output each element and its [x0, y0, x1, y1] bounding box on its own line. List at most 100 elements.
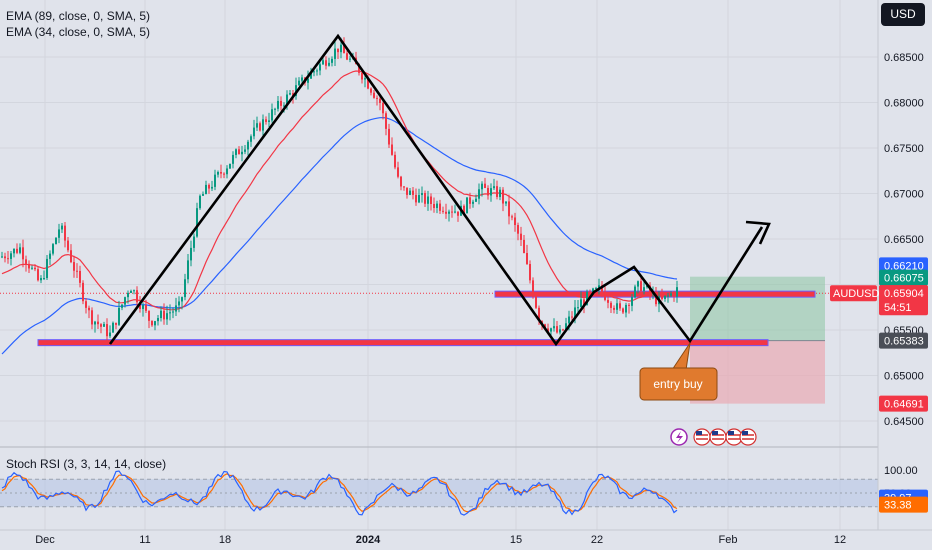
candle-body	[253, 127, 255, 137]
candle-body	[52, 244, 54, 254]
candle-body	[289, 93, 291, 95]
candle-body	[187, 260, 189, 280]
candle-body	[22, 247, 24, 260]
ema89-line	[1, 116, 678, 355]
currency-button[interactable]: USD	[881, 3, 925, 26]
candle-body	[196, 208, 198, 237]
candle-body	[529, 264, 531, 281]
candle-body	[379, 98, 381, 104]
candle-body	[88, 307, 90, 311]
lightning-glyph	[676, 431, 683, 443]
candle-body	[79, 270, 81, 283]
entry-callout[interactable]: entry buy	[639, 342, 718, 401]
candle-body	[4, 256, 6, 259]
candle-body	[403, 186, 405, 188]
candle-body	[637, 281, 639, 287]
price-tick-label: 0.66500	[884, 234, 924, 246]
event-icons[interactable]	[670, 428, 757, 446]
candle-body	[661, 296, 663, 299]
candle-body	[517, 225, 519, 234]
candle-body	[484, 183, 486, 188]
candle-body	[496, 186, 498, 197]
time-tick-label: 22	[591, 534, 603, 546]
candle-body	[676, 287, 678, 297]
candle-body	[250, 136, 252, 142]
candle-body	[535, 296, 537, 308]
price-tick-label: 0.68000	[884, 98, 924, 110]
legend-ema89[interactable]: EMA (89, close, 0, SMA, 5)	[6, 9, 151, 23]
stoch-rsi-pane: Stoch RSI (3, 3, 14, 14, close)	[0, 457, 878, 516]
price-badge	[879, 269, 928, 286]
candle-body	[97, 321, 99, 325]
candle-body	[598, 285, 600, 288]
candle-body	[526, 253, 528, 265]
candle-body	[655, 292, 657, 305]
price-badge-label: 0.66210	[884, 260, 924, 272]
candle-body	[364, 78, 366, 80]
candle-body	[136, 290, 138, 303]
candle-body	[322, 60, 324, 65]
candle-body	[46, 258, 48, 279]
candle-body	[310, 72, 312, 79]
candle-body	[40, 278, 42, 281]
candle-body	[61, 225, 63, 230]
candle-body	[550, 328, 552, 332]
candle-body	[25, 259, 27, 264]
time-axis[interactable]: Dec 11 18 2024 15 22 Feb 12	[0, 529, 932, 546]
rsi-d-label: 33.38	[884, 500, 912, 512]
price-badge-label: 0.65383	[884, 336, 924, 348]
candle-body	[31, 267, 33, 269]
time-tick-label: Dec	[35, 534, 55, 546]
candle-body	[562, 329, 564, 331]
candle-body	[586, 291, 588, 306]
candle-body	[415, 194, 417, 203]
legend-ema34[interactable]: EMA (34, close, 0, SMA, 5)	[6, 25, 151, 39]
current-price-badge	[879, 285, 928, 316]
callout-label[interactable]: entry buy	[653, 377, 702, 391]
candle-body	[58, 229, 60, 238]
candle-body	[259, 123, 261, 131]
candle-body	[298, 80, 300, 86]
candle-body	[565, 323, 567, 330]
ema-lines	[1, 70, 678, 355]
candle-body	[85, 301, 87, 308]
candle-body	[427, 196, 429, 204]
candle-body	[505, 201, 507, 204]
candle-body	[181, 297, 183, 302]
price-axis[interactable]: 0.68500 0.68000 0.67500 0.67000 0.66500 0.660…	[830, 0, 932, 530]
candle-body	[613, 307, 615, 310]
candle-body	[16, 248, 18, 253]
candle-body	[277, 100, 279, 109]
candle-body	[67, 240, 69, 251]
countdown-label: 54:51	[884, 302, 912, 314]
candle-body	[385, 113, 387, 129]
candle-body	[130, 290, 132, 293]
flag-canton	[696, 431, 702, 435]
candle-body	[262, 119, 264, 131]
candle-body	[547, 328, 549, 332]
rsi-k-line	[1, 470, 678, 516]
candle-body	[202, 194, 204, 196]
candle-body	[640, 281, 642, 291]
candle-body	[442, 210, 444, 212]
candle-body	[19, 247, 21, 253]
candle-body	[148, 310, 150, 321]
candle-body	[325, 60, 327, 66]
price-tick-label: 0.65000	[884, 371, 924, 383]
candle-body	[337, 48, 339, 53]
candle-body	[268, 120, 270, 122]
candle-body	[121, 304, 123, 308]
rsi-d-badge	[879, 496, 928, 513]
candle-body	[391, 144, 393, 155]
candle-body	[208, 184, 210, 189]
candle-body	[13, 248, 15, 254]
candle-body	[568, 316, 570, 324]
price-badge	[879, 395, 928, 412]
candle-body	[211, 186, 213, 189]
lower-support-line	[37, 339, 769, 347]
time-tick-label: Feb	[719, 534, 738, 546]
candle-body	[73, 262, 75, 271]
candle-body	[292, 93, 294, 97]
